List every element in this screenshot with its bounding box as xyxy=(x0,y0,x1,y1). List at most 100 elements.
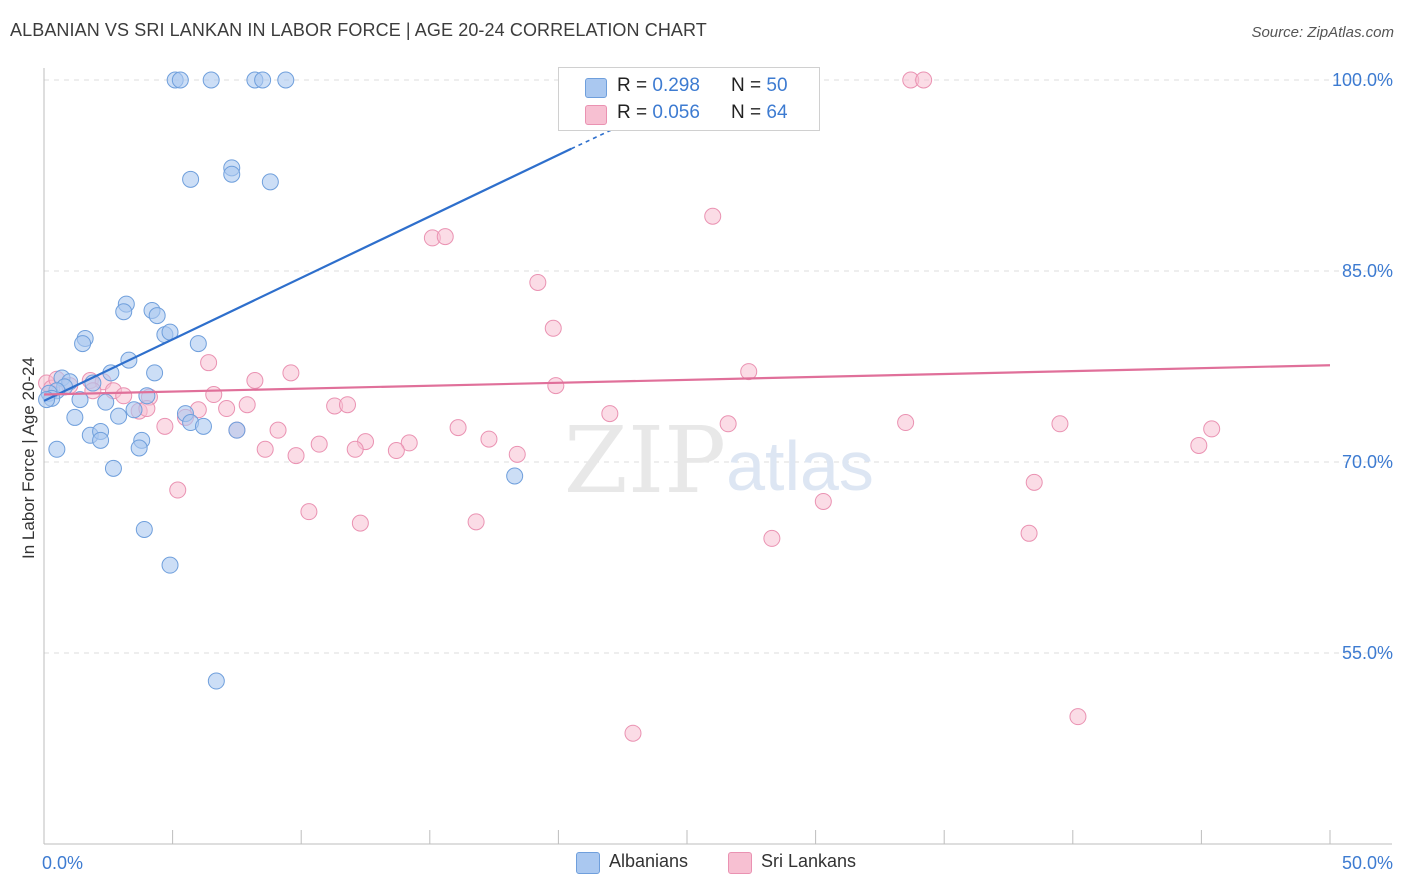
albanian-point-1 xyxy=(171,71,189,89)
albanian-point-49 xyxy=(161,556,179,574)
srilankan-point-9 xyxy=(544,319,562,337)
srilankan-point-11 xyxy=(282,364,300,382)
srilankans-n-label: N = xyxy=(731,102,762,123)
albanian-point-4 xyxy=(254,71,272,89)
albanian-point-38 xyxy=(194,417,212,435)
srilankan-point-8 xyxy=(529,273,547,291)
correlation-legend: R = 0.298 N = 50 R = 0.056 N = 64 xyxy=(558,67,820,131)
albanian-point-5 xyxy=(277,71,295,89)
srilankan-point-46 xyxy=(480,430,498,448)
albanians-legend-label: Albanians xyxy=(609,851,689,871)
srilankan-point-47 xyxy=(346,440,364,458)
albanian-point-45 xyxy=(48,440,66,458)
albanian-point-2 xyxy=(202,71,220,89)
albanian-point-32 xyxy=(125,401,143,419)
srilankan-point-37 xyxy=(269,421,287,439)
albanian-point-42 xyxy=(92,431,110,449)
srilankan-point-5 xyxy=(704,207,722,225)
y-tick-label-3: 100.0% xyxy=(1332,70,1393,90)
srilankan-point-52 xyxy=(1190,436,1208,454)
albanian-points xyxy=(38,71,524,690)
srilankan-point-53 xyxy=(169,481,187,499)
srilankan-point-59 xyxy=(1025,473,1043,491)
albanian-point-6 xyxy=(182,170,200,188)
albanians-swatch xyxy=(585,78,607,98)
srilankan-point-29 xyxy=(218,400,236,418)
watermark-atlas: atlas xyxy=(726,427,874,505)
srilankan-point-39 xyxy=(719,415,737,433)
albanian-point-16 xyxy=(189,335,207,353)
x-tick-label-0: 0.0% xyxy=(42,853,83,873)
srilankan-point-60 xyxy=(1020,524,1038,542)
albanian-point-13 xyxy=(148,307,166,325)
albanian-point-9 xyxy=(261,173,279,191)
srilankan-point-61 xyxy=(624,724,642,742)
srilankan-point-14 xyxy=(547,377,565,395)
srilankan-point-10 xyxy=(200,354,218,372)
srilankan-point-4 xyxy=(915,71,933,89)
albanians-r-value: 0.298 xyxy=(652,75,700,96)
srilankan-point-49 xyxy=(256,440,274,458)
srilankan-point-13 xyxy=(246,372,264,390)
watermark-zip: ZIP xyxy=(564,407,726,514)
srilankan-point-30 xyxy=(238,396,256,414)
srilankan-point-51 xyxy=(287,447,305,465)
albanians-n-label: N = xyxy=(731,75,762,96)
srilankan-trend-line xyxy=(43,364,1331,396)
y-tick-label-2: 85.0% xyxy=(1342,261,1393,281)
albanian-point-47 xyxy=(506,467,524,485)
srilankans-swatch xyxy=(585,105,607,125)
albanians-legend-swatch xyxy=(576,852,600,874)
albanian-point-11 xyxy=(115,303,133,321)
albanian-point-18 xyxy=(74,335,92,353)
x-tick-label-1: 50.0% xyxy=(1342,853,1393,873)
srilankan-point-41 xyxy=(1051,415,1069,433)
albanians-n-value: 50 xyxy=(766,75,788,96)
albanian-point-50 xyxy=(207,672,225,690)
srilankan-point-58 xyxy=(763,529,781,547)
y-axis-label: In Labor Force | Age 20-24 xyxy=(19,357,38,559)
albanian-point-31 xyxy=(97,393,115,411)
albanian-point-44 xyxy=(130,439,148,457)
albanian-point-33 xyxy=(138,387,156,405)
tick-labels: 55.0% 70.0% 85.0% 100.0% 0.0% 50.0% xyxy=(42,70,1393,873)
y-tick-label-0: 55.0% xyxy=(1342,643,1393,663)
srilankan-point-38 xyxy=(449,419,467,437)
albanian-point-8 xyxy=(223,165,241,183)
srilankans-n-value: 64 xyxy=(766,102,788,123)
albanian-point-35 xyxy=(110,407,128,425)
chart-title: ALBANIAN VS SRI LANKAN IN LABOR FORCE | … xyxy=(10,20,707,40)
albanian-trend-line xyxy=(43,147,572,402)
albanian-point-20 xyxy=(146,364,164,382)
srilankan-point-40 xyxy=(897,414,915,432)
srilankan-point-34 xyxy=(156,417,174,435)
srilankan-point-33 xyxy=(601,405,619,423)
srilankan-point-7 xyxy=(436,228,454,246)
srilankan-point-62 xyxy=(1069,708,1087,726)
srilankan-point-25 xyxy=(205,386,223,404)
srilankan-point-55 xyxy=(300,503,318,521)
srilankans-legend-label: Sri Lankans xyxy=(761,851,857,871)
srilankan-point-45 xyxy=(400,434,418,452)
albanian-point-39 xyxy=(228,421,246,439)
axes xyxy=(43,68,1392,845)
srilankan-point-42 xyxy=(1203,420,1221,438)
srilankan-point-12 xyxy=(740,363,758,381)
grid-lines xyxy=(44,79,1392,654)
srilankan-point-44 xyxy=(310,435,328,453)
srilankan-point-54 xyxy=(814,492,832,510)
albanian-point-46 xyxy=(104,459,122,477)
srilankan-point-56 xyxy=(351,514,369,532)
srilankans-r-value: 0.056 xyxy=(652,102,700,123)
y-tick-label-1: 70.0% xyxy=(1342,452,1393,472)
albanians-r-label: R = xyxy=(617,75,648,96)
srilankan-point-48 xyxy=(387,442,405,460)
source-label: Source: ZipAtlas.com xyxy=(1251,24,1394,41)
srilankan-point-23 xyxy=(115,387,133,405)
srilankan-point-32 xyxy=(338,396,356,414)
albanian-point-34 xyxy=(66,408,84,426)
srilankans-r-label: R = xyxy=(617,102,648,123)
srilankans-legend-swatch xyxy=(728,852,752,874)
srilankan-point-50 xyxy=(508,445,526,463)
